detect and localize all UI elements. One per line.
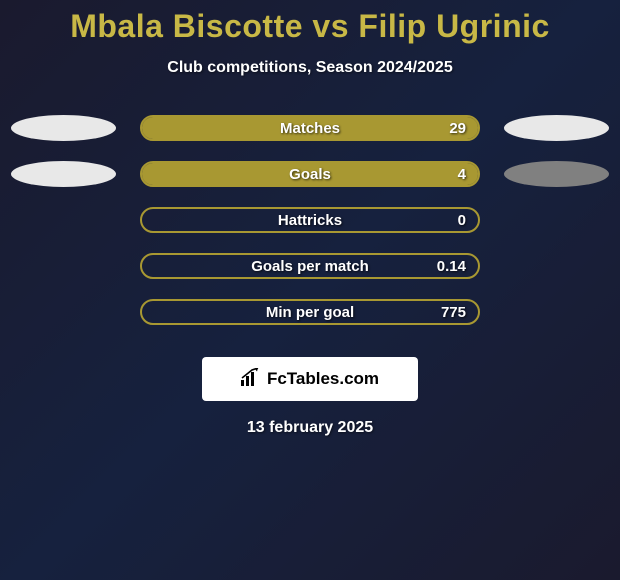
stat-label: Matches <box>142 120 478 137</box>
stat-value: 775 <box>441 304 466 321</box>
stat-value: 0 <box>458 212 466 229</box>
stats-rows: Matches29 Goals4 Hattricks0 Goals per match… <box>11 115 609 345</box>
right-ellipse <box>504 115 609 141</box>
stat-bar: Goals per match0.14 <box>140 253 480 279</box>
stat-value: 29 <box>449 120 466 137</box>
stat-row: Min per goal775 <box>11 299 609 325</box>
stat-value: 4 <box>458 166 466 183</box>
stat-bar: Min per goal775 <box>140 299 480 325</box>
stat-label: Goals <box>142 166 478 183</box>
page-title: Mbala Biscotte vs Filip Ugrinic <box>70 8 550 45</box>
right-ellipse <box>504 161 609 187</box>
page-subtitle: Club competitions, Season 2024/2025 <box>167 59 452 77</box>
left-ellipse <box>11 115 116 141</box>
chart-icon <box>241 368 261 391</box>
stat-row: Goals4 <box>11 161 609 187</box>
left-ellipse <box>11 161 116 187</box>
stat-label: Hattricks <box>142 212 478 229</box>
stat-value: 0.14 <box>437 258 466 275</box>
stat-bar: Hattricks0 <box>140 207 480 233</box>
stat-bar: Matches29 <box>140 115 480 141</box>
stat-row: Matches29 <box>11 115 609 141</box>
brand-badge: FcTables.com <box>202 357 418 401</box>
stat-label: Min per goal <box>142 304 478 321</box>
stat-bar: Goals4 <box>140 161 480 187</box>
stat-label: Goals per match <box>142 258 478 275</box>
brand-text: FcTables.com <box>267 369 379 389</box>
date-text: 13 february 2025 <box>247 419 373 437</box>
stat-row: Hattricks0 <box>11 207 609 233</box>
stat-row: Goals per match0.14 <box>11 253 609 279</box>
